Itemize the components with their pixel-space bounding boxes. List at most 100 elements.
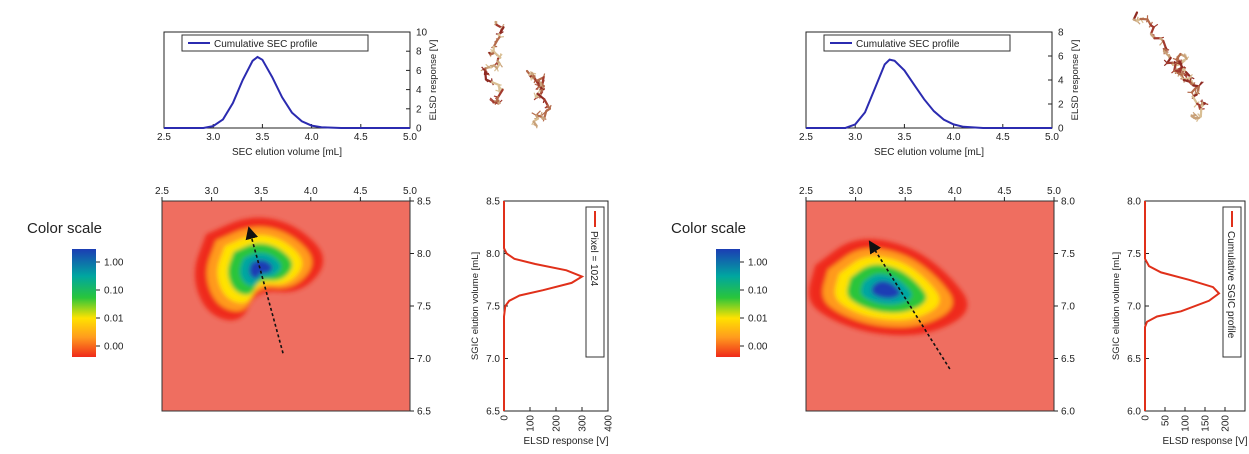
- legend-box: [585, 206, 605, 358]
- y-tick-label: 8: [416, 47, 422, 58]
- series-line-response: [1144, 201, 1221, 411]
- polymer-segment: [492, 38, 499, 48]
- y-tick-label: 7.0: [486, 354, 500, 365]
- polymer-segment: [497, 88, 504, 99]
- legend-box: [823, 34, 1011, 52]
- legend-label: Cumulative SGIC profile: [1225, 231, 1236, 339]
- y-tick-label: 4: [1058, 76, 1064, 87]
- color-scale-tick-label: 1.00: [104, 258, 124, 269]
- x-tick-label: 400: [604, 415, 615, 432]
- x-tick-label: 0: [1141, 415, 1152, 421]
- legend: Pixel = 1024: [585, 206, 605, 358]
- heatmap-chart: 2.5 3.0 3.5 4.0 4.5 5.0 6.5 7.0 7.5 8.0 8.5: [155, 186, 431, 418]
- y-tick-label: 10: [416, 28, 428, 39]
- branched-polymer-structure-icon: [480, 20, 552, 129]
- x-tick-label: 3.5: [255, 132, 269, 143]
- x-tick-label: 300: [578, 415, 589, 432]
- legend-label: Cumulative SEC profile: [856, 39, 960, 50]
- legend-label: Pixel = 1024: [588, 231, 599, 287]
- legend: Cumulative SEC profile: [181, 34, 369, 52]
- heatmap-contours: [194, 217, 324, 321]
- dashed-arrow-icon: [245, 226, 284, 354]
- color-scale-bar: [716, 249, 740, 357]
- x-tick-label: 150: [1201, 415, 1212, 432]
- legend: Cumulative SGIC profile: [1222, 206, 1242, 358]
- color-scale: Color scale 1.00 0.10 0.01 0.00: [671, 220, 768, 357]
- x-tick-label: 2.5: [799, 186, 813, 197]
- polymer-branch: [1192, 111, 1196, 116]
- series-line-response: [503, 201, 585, 411]
- x-tick-label: 200: [1221, 415, 1232, 432]
- polymer-segment: [543, 98, 549, 107]
- x-tick-label: 3.0: [205, 186, 219, 197]
- y-tick-label: 8.0: [417, 249, 431, 260]
- x-tick-label: 4.5: [997, 186, 1011, 197]
- polymer-segment: [484, 78, 494, 84]
- y-tick-label: 8.0: [1127, 197, 1141, 208]
- color-scale: Color scale 1.00 0.10 0.01 0.00: [27, 220, 124, 357]
- y-axis-label: ELSD response [V]: [1070, 40, 1081, 121]
- contour-level-5: [871, 281, 901, 299]
- y-tick-label: 0: [416, 124, 422, 135]
- y-tick-label: 6: [1058, 52, 1064, 63]
- x-tick-label: 4.5: [353, 186, 367, 197]
- y-tick-label: 8.0: [486, 249, 500, 260]
- y-axis-label: SGIC elution volume [mL]: [470, 252, 481, 360]
- series-line-cumulative-sec: [806, 58, 1052, 129]
- x-tick-label: 2.5: [157, 132, 171, 143]
- y-tick-label: 6.5: [1061, 354, 1075, 365]
- polymer-segment: [1190, 113, 1197, 118]
- y-tick-label: 8.5: [486, 197, 500, 208]
- x-tick-label: 4.5: [354, 132, 368, 143]
- y-tick-label: 6.5: [1127, 354, 1141, 365]
- legend-box: [181, 34, 369, 52]
- y-tick-label: 7.0: [1127, 302, 1141, 313]
- polymer-segment: [491, 81, 501, 87]
- color-scale-title: Color scale: [27, 220, 102, 237]
- color-scale-tick-label: 0.00: [104, 342, 124, 353]
- y-tick-label: 6.5: [417, 407, 431, 418]
- x-tick-label: 4.0: [948, 186, 962, 197]
- color-scale-tick-label: 0.01: [748, 314, 768, 325]
- x-tick-label: 5.0: [1047, 186, 1061, 197]
- y-tick-label: 7.0: [417, 354, 431, 365]
- y-tick-label: 6.5: [486, 407, 500, 418]
- color-scale-tick-label: 0.00: [748, 342, 768, 353]
- y-tick-label: 8.0: [1061, 197, 1075, 208]
- y-tick-label: 8: [1058, 28, 1064, 39]
- dashed-arrow-icon: [868, 240, 951, 370]
- polymer-segment: [1190, 86, 1198, 94]
- x-tick-label: 100: [1181, 415, 1192, 432]
- legend-box: [1222, 206, 1242, 358]
- sgic-profile-chart: 6.0 6.5 7.0 7.5 8.0 0 50 100 150 200 ELSD response…: [1111, 197, 1248, 448]
- color-scale-bar: [72, 249, 96, 357]
- color-scale-tick-label: 0.10: [104, 286, 124, 297]
- y-tick-label: 7.5: [1061, 249, 1075, 260]
- y-tick-label: 2: [416, 104, 422, 115]
- polymer-segment: [1162, 50, 1172, 60]
- polymer-segment: [543, 110, 548, 120]
- x-tick-label: 4.0: [304, 186, 318, 197]
- x-tick-label: 100: [526, 415, 537, 432]
- sec-profile-chart: 2.5 3.0 3.5 4.0 4.5 5.00 2 4 6 8 SEC elution volum…: [799, 28, 1081, 159]
- y-tick-label: 7.5: [417, 302, 431, 313]
- y-axis-label: ELSD response [V]: [428, 40, 439, 121]
- color-scale-tick-label: 0.10: [748, 286, 768, 297]
- y-tick-label: 7.5: [1127, 249, 1141, 260]
- polymer-segment: [484, 71, 488, 81]
- x-axis-label: SEC elution volume [mL]: [874, 147, 984, 158]
- polymer-segment: [1175, 52, 1182, 61]
- y-axis-label: SGIC elution volume [mL]: [1111, 252, 1122, 360]
- sgic-profile-chart: 6.5 7.0 7.5 8.0 8.5 0 100 200 300 400 ELSD respons…: [470, 197, 615, 448]
- x-tick-label: 3.0: [849, 186, 863, 197]
- color-scale-tick-label: 0.01: [104, 314, 124, 325]
- polymer-branch: [1195, 114, 1199, 118]
- heatmap-chart: 2.5 3.0 3.5 4.0 4.5 5.0 6.0 6.5 7.0 7.5 8.0: [799, 186, 1075, 418]
- y-tick-label: 0: [1058, 124, 1064, 135]
- y-tick-label: 6.0: [1127, 407, 1141, 418]
- polymer-segment: [1149, 26, 1155, 35]
- x-tick-label: 3.5: [898, 186, 912, 197]
- y-tick-label: 6.0: [1061, 407, 1075, 418]
- x-tick-label: 3.0: [206, 132, 220, 143]
